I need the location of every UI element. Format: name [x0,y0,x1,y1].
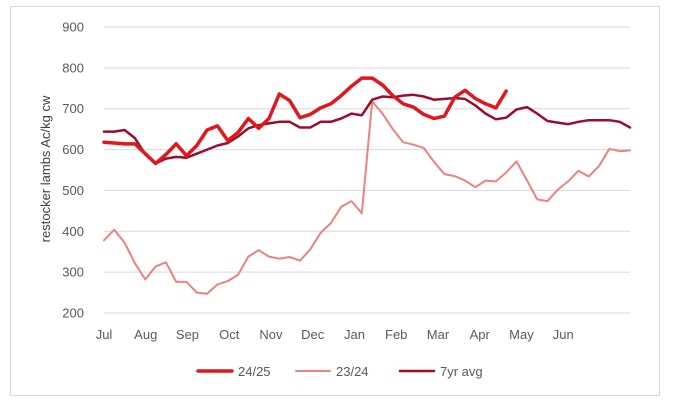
x-tick-label: Jul [96,327,113,342]
legend: 24/25 23/24 7yr avg [196,364,483,379]
y-tick-label: 900 [62,20,84,35]
x-tick-label: Mar [427,327,450,342]
legend-label: 24/25 [238,364,271,379]
y-tick-label: 700 [62,101,84,116]
x-tick-label: Aug [134,327,157,342]
x-tick-label: May [509,327,534,342]
x-tick-label: Jun [553,327,574,342]
series-line-2 [103,100,631,295]
y-axis: 900 800 700 600 500 400 300 200 [62,20,84,321]
chart-frame [10,6,660,396]
series-line-1 [102,76,508,166]
y-axis-label: restocker lambs Ac/kg cw [38,95,53,242]
x-tick-label: Nov [259,327,283,342]
legend-label: 23/24 [336,364,369,379]
y-tick-label: 400 [62,224,84,239]
legend-label: 7yr avg [440,364,483,379]
x-tick-label: Apr [470,327,491,342]
series-lines [102,76,632,295]
gridlines [104,26,630,314]
y-tick-label: 500 [62,183,84,198]
x-tick-label: Sep [176,327,199,342]
y-tick-label: 800 [62,60,84,75]
x-axis: Jul Aug Sep Oct Nov Dec Jan Feb Mar Apr May Jun [96,327,574,342]
y-tick-label: 600 [62,142,84,157]
y-tick-label: 300 [62,265,84,280]
x-tick-label: Dec [301,327,325,342]
series-line-3 [102,93,632,165]
x-tick-label: Oct [219,327,240,342]
x-tick-label: Feb [385,327,407,342]
y-tick-label: 200 [62,306,84,321]
x-tick-label: Jan [344,327,365,342]
